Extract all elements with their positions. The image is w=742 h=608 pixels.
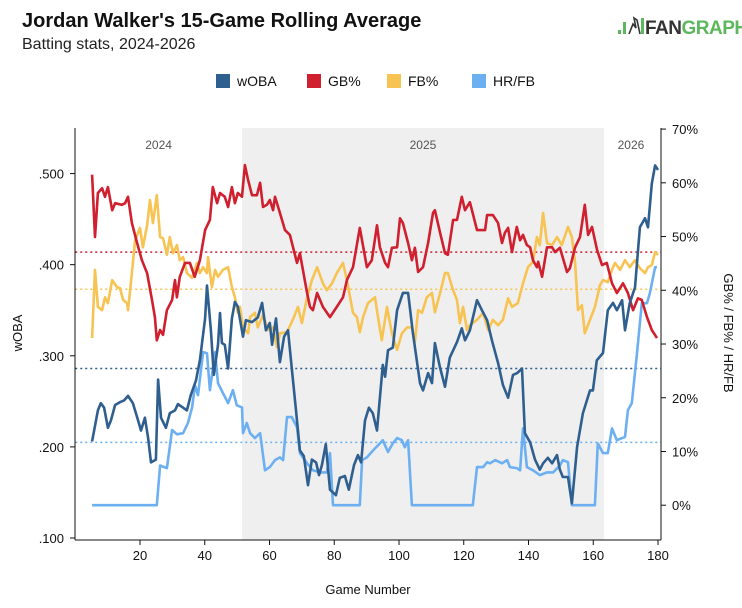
legend-swatch-hrfb <box>472 74 486 88</box>
period-label-2026: 2026 <box>618 138 645 152</box>
y-left-tick-label: .200 <box>39 440 64 455</box>
y-right-tick-label: 20% <box>672 391 698 406</box>
series-line-hrfb <box>92 265 657 507</box>
y-left-tick-label: .400 <box>39 258 64 273</box>
legend-swatch-fb <box>387 74 401 88</box>
fangraphs-logo: FANGRAPHS <box>618 16 742 39</box>
y-right-tick-label: 30% <box>672 337 698 352</box>
series-line-fb <box>90 193 659 352</box>
period-band-2025 <box>241 128 604 540</box>
logo-text-fan: FAN <box>645 18 682 39</box>
y-axis-right-label: GB% / FB% / HR/FB <box>721 273 736 392</box>
x-tick-label: 120 <box>453 548 475 563</box>
y-right-tick-label: 70% <box>672 122 698 137</box>
x-tick-label: 40 <box>198 548 212 563</box>
period-label-2024: 2024 <box>145 138 172 152</box>
x-tick-label: 100 <box>388 548 410 563</box>
period-bands: 2024 2025 2026 <box>145 128 645 540</box>
y-left-tick-label: .500 <box>39 167 64 182</box>
x-axis-label: Game Number <box>325 582 411 597</box>
chart-subtitle: Batting stats, 2024-2026 <box>22 36 196 53</box>
y-right-tick-label: 10% <box>672 444 698 459</box>
x-tick-label: 180 <box>647 548 669 563</box>
x-tick-label: 20 <box>133 548 147 563</box>
axes: 20 40 60 80 100 120 140 160 180 .100 .200 .300 .400.… <box>39 122 699 563</box>
series-line-woba <box>90 164 660 505</box>
y-right-tick-label: 60% <box>672 176 698 191</box>
series-line-gb <box>90 163 659 342</box>
x-tick-label: 160 <box>582 548 604 563</box>
x-tick-label: 60 <box>262 548 276 563</box>
legend-label-gb: GB% <box>328 73 361 89</box>
legend-label-woba: wOBA <box>236 73 277 89</box>
svg-text:FANGRAPHS: FANGRAPHS <box>645 18 742 39</box>
legend-swatch-woba <box>216 74 230 88</box>
legend-swatch-gb <box>307 74 321 88</box>
x-tick-label: 80 <box>327 548 341 563</box>
legend: wOBA GB% FB% HR/FB <box>216 73 535 89</box>
legend-label-hrfb: HR/FB <box>493 73 535 89</box>
y-left-tick-label: .100 <box>39 531 64 546</box>
y-left-tick-label: .300 <box>39 349 64 364</box>
y-axis-left-label: wOBA <box>10 314 25 352</box>
legend-label-fb: FB% <box>408 73 438 89</box>
y-right-tick-label: 40% <box>672 283 698 298</box>
fangraphs-logo-icon <box>618 16 644 35</box>
series-lines <box>90 163 660 507</box>
y-right-tick-label: 0% <box>672 498 691 513</box>
logo-text-graphs: GRAPHS <box>682 18 742 39</box>
y-right-tick-label: 50% <box>672 230 698 245</box>
x-tick-label: 140 <box>518 548 540 563</box>
period-label-2025: 2025 <box>410 138 437 152</box>
chart-title: Jordan Walker's 15-Game Rolling Average <box>22 10 421 32</box>
